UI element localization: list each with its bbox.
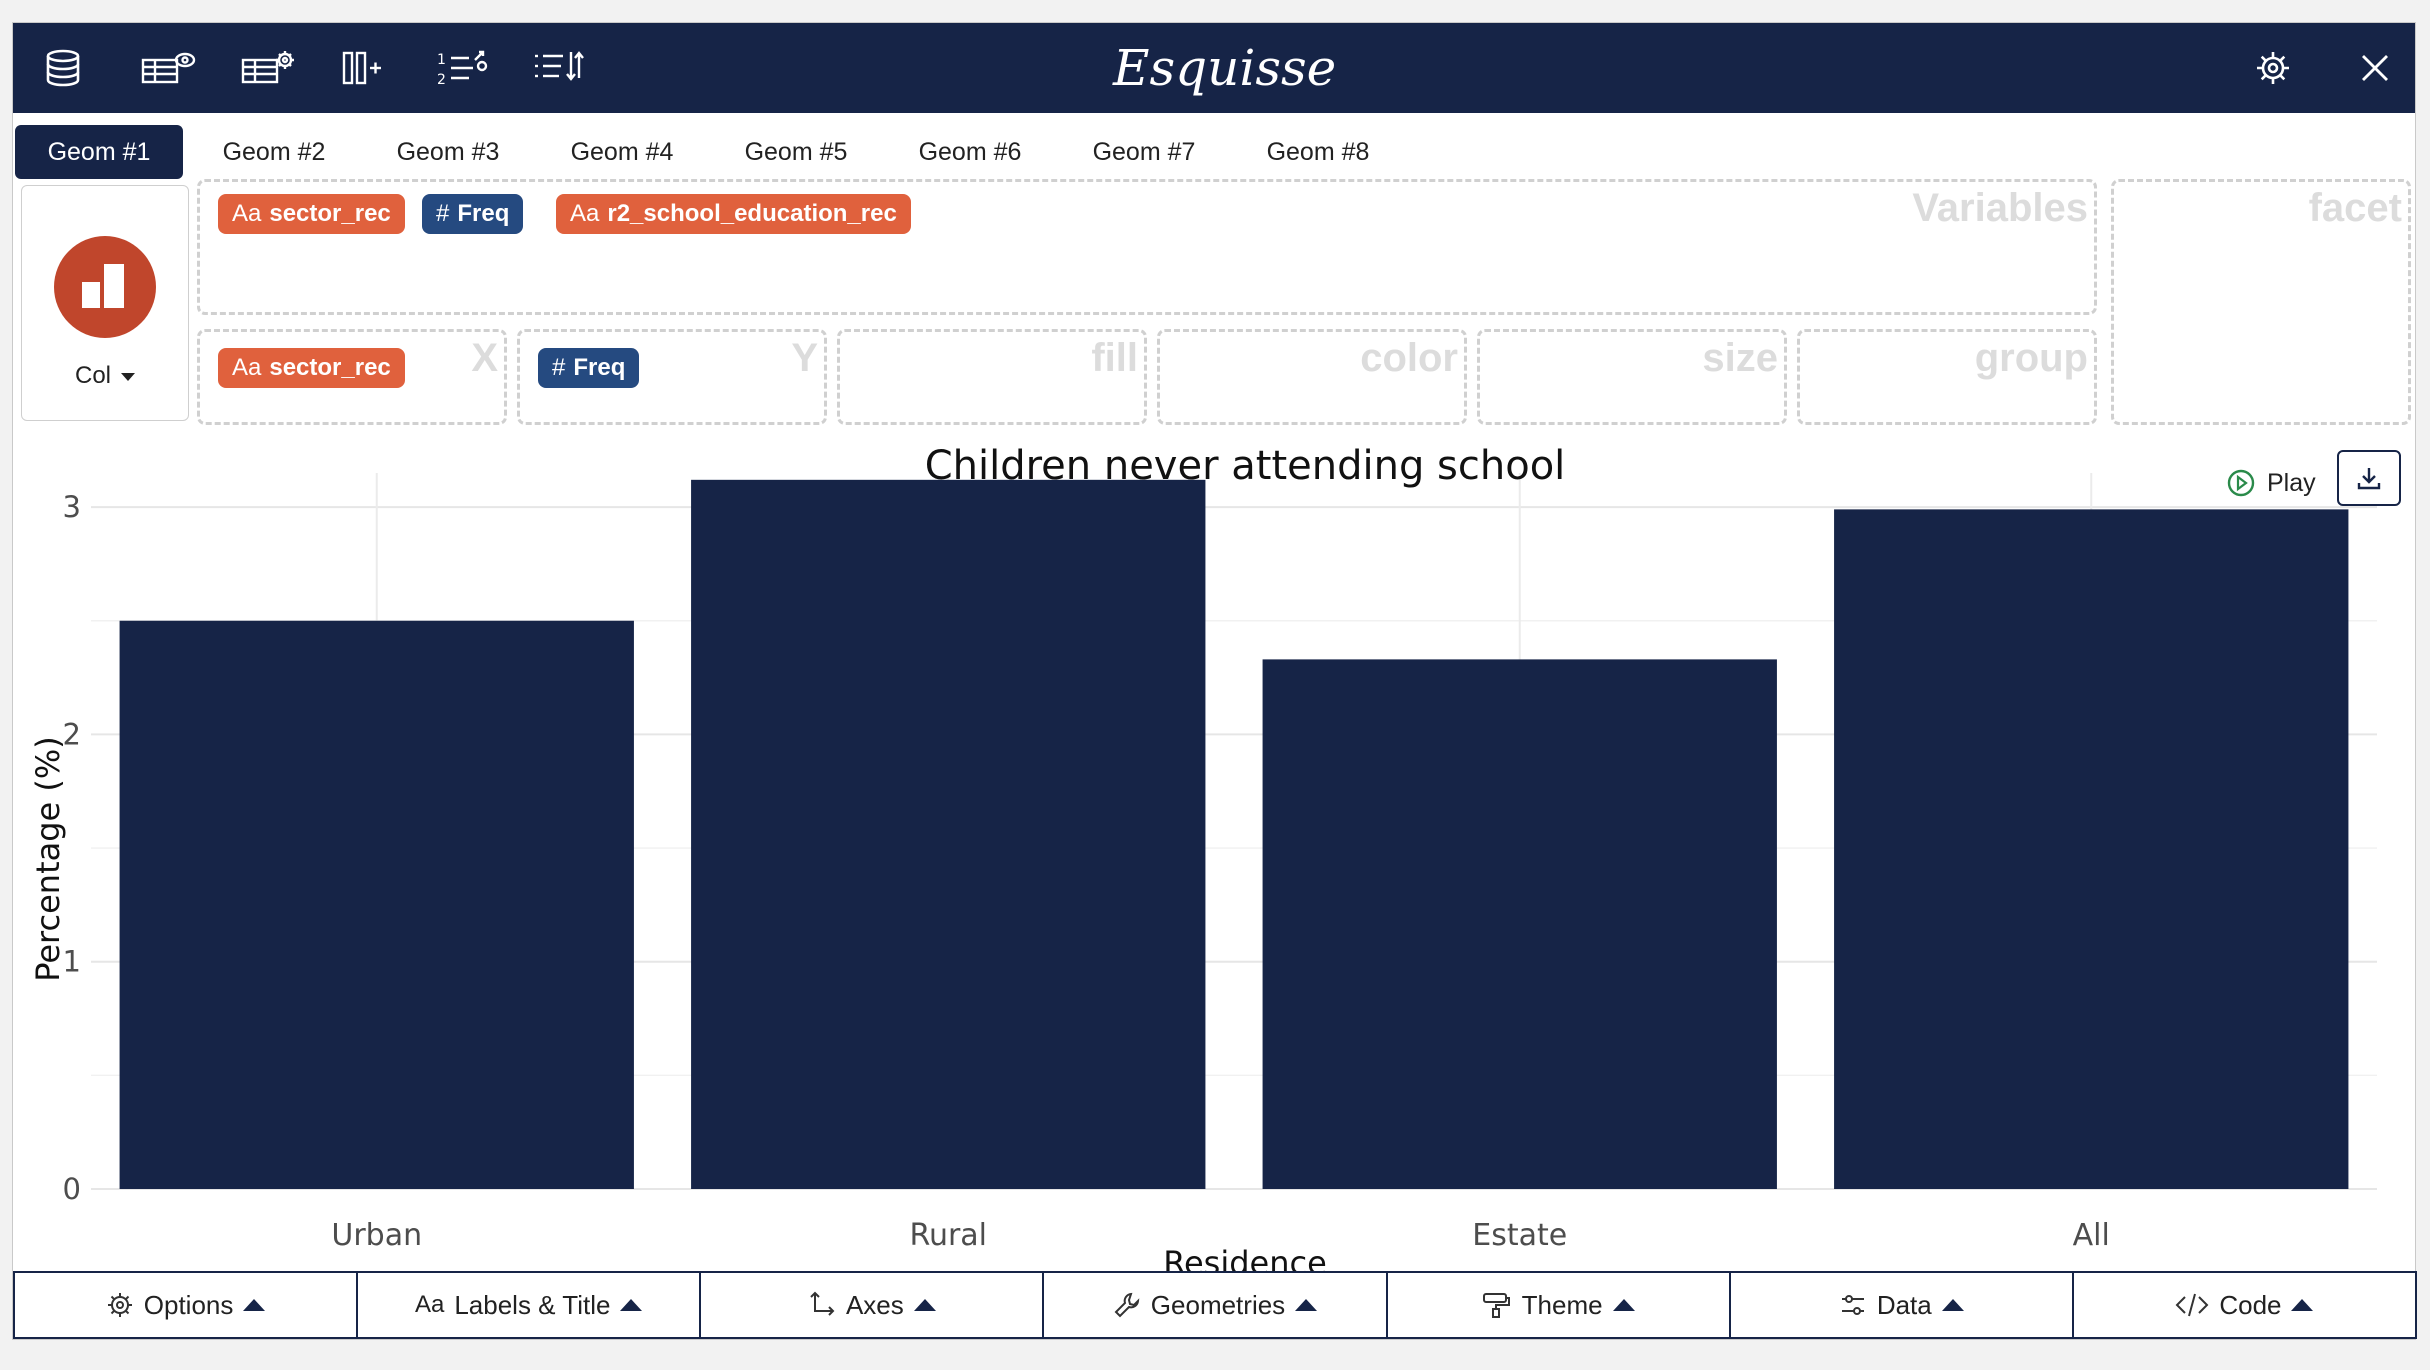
tab-geom-7[interactable]: Geom #7 <box>1092 138 1196 166</box>
tab-geom-2[interactable]: Geom #2 <box>222 138 326 166</box>
numeric-type-icon: # <box>436 200 450 227</box>
bar-all <box>1834 509 2349 1189</box>
x-tick-label: All <box>2073 1218 2110 1253</box>
bar-rural <box>691 479 1206 1189</box>
database-icon[interactable] <box>39 45 87 91</box>
color-zone-label: color <box>1360 336 1458 380</box>
sliders-icon <box>1839 1291 1867 1319</box>
wrench-icon <box>1113 1291 1141 1319</box>
x-badge-sector-rec[interactable]: Aa sector_rec <box>218 348 405 388</box>
svg-text:2: 2 <box>437 72 446 88</box>
group-zone-label: group <box>1974 336 2088 380</box>
caret-up-icon <box>2291 1299 2314 1311</box>
string-type-icon: Aa <box>570 200 600 227</box>
fill-zone-label: fill <box>1091 336 1138 380</box>
tab-geom-1[interactable]: Geom #1 <box>15 125 183 179</box>
settings-gear-icon[interactable] <box>2249 45 2297 91</box>
theme-tab-button[interactable]: Theme <box>1386 1271 1730 1339</box>
chart-bars <box>119 479 2349 1189</box>
caret-up-icon <box>913 1299 936 1311</box>
y-tick-label: 1 <box>63 945 81 979</box>
download-button[interactable] <box>2337 450 2401 506</box>
options-tab-button[interactable]: Options <box>13 1271 358 1339</box>
caret-up-icon <box>243 1299 266 1311</box>
paint-roller-icon <box>1482 1291 1512 1319</box>
bar-chart-icon <box>54 236 156 338</box>
tab-geom-5[interactable]: Geom #5 <box>744 138 848 166</box>
geom-tabs: Geom #1 Geom #2 Geom #3 Geom #4 Geom #5 … <box>13 125 2415 179</box>
numeric-type-icon: # <box>552 354 566 381</box>
facet-zone-label: facet <box>2308 186 2402 230</box>
tab-geom-6[interactable]: Geom #6 <box>918 138 1022 166</box>
caret-up-icon <box>1295 1299 1318 1311</box>
color-dropzone[interactable]: color <box>1157 329 1467 425</box>
bar-chart: 0 1 2 3 Urban Rural Estate All Children never … <box>29 443 2377 1273</box>
add-column-icon[interactable] <box>339 45 387 91</box>
code-icon <box>2175 1291 2209 1319</box>
y-dropzone[interactable]: Y # Freq <box>517 329 827 425</box>
play-button[interactable]: Play <box>2227 463 2316 503</box>
tab-geom-8[interactable]: Geom #8 <box>1266 138 1370 166</box>
bottom-controls: Options Aa Labels & Title Axes Geometrie… <box>13 1271 2417 1339</box>
variables-zone-label: Variables <box>1912 186 2088 230</box>
y-tick-label: 2 <box>63 717 81 751</box>
plot-area: 0 1 2 3 Urban Rural Estate All Children never … <box>13 443 2417 1293</box>
axes-tab-button[interactable]: Axes <box>700 1271 1044 1339</box>
variables-dropzone[interactable]: Variables Aa sector_rec # Freq Aa r2_school… <box>197 179 2097 315</box>
y-badge-freq[interactable]: # Freq <box>538 348 640 388</box>
string-type-icon: Aa <box>232 354 262 381</box>
x-dropzone[interactable]: X Aa sector_rec <box>197 329 507 425</box>
app-title: Esquisse <box>1113 39 1337 97</box>
variable-badge-sector-rec[interactable]: Aa sector_rec <box>218 194 405 234</box>
bar-estate <box>1262 659 1777 1189</box>
x-tick-label: Rural <box>909 1218 987 1253</box>
x-zone-label: X <box>471 336 498 380</box>
caret-down-icon <box>121 372 135 381</box>
geom-selector-button[interactable]: Col <box>21 185 189 421</box>
text-aa-icon: Aa <box>414 1291 445 1318</box>
y-tick-label: 3 <box>63 490 81 524</box>
tab-geom-3[interactable]: Geom #3 <box>396 138 500 166</box>
y-axis-ticks: 0 1 2 3 <box>63 490 81 1206</box>
facet-dropzone[interactable]: facet <box>2111 179 2411 425</box>
y-tick-label: 0 <box>63 1172 81 1206</box>
play-label: Play <box>2267 469 2316 497</box>
y-zone-label: Y <box>791 336 818 380</box>
chart-title: Children never attending school <box>925 443 1566 489</box>
size-dropzone[interactable]: size <box>1477 329 1787 425</box>
x-axis-title: Residence <box>1163 1244 1327 1273</box>
tab-geom-4[interactable]: Geom #4 <box>570 138 674 166</box>
x-tick-label: Urban <box>331 1218 422 1253</box>
table-settings-icon[interactable] <box>239 45 299 91</box>
y-axis-title: Percentage (%) <box>29 736 67 982</box>
x-tick-label: Estate <box>1472 1218 1567 1253</box>
x-axis-ticks: Urban Rural Estate All <box>331 1218 2109 1253</box>
code-tab-button[interactable]: Code <box>2072 1271 2417 1339</box>
geom-selector-label: Col <box>22 362 188 390</box>
caret-up-icon <box>1941 1299 1964 1311</box>
fill-dropzone[interactable]: fill <box>837 329 1147 425</box>
caret-up-icon <box>620 1299 643 1311</box>
svg-text:1: 1 <box>437 52 446 68</box>
group-dropzone[interactable]: group <box>1797 329 2097 425</box>
gear-icon <box>106 1291 134 1319</box>
axes-icon <box>808 1291 836 1319</box>
labels-title-tab-button[interactable]: Aa Labels & Title <box>357 1271 701 1339</box>
download-icon <box>2357 468 2381 490</box>
variable-badge-r2-school-education-rec[interactable]: Aa r2_school_education_rec <box>556 194 911 234</box>
play-circle-icon <box>2227 469 2255 497</box>
size-zone-label: size <box>1702 336 1778 380</box>
geometries-tab-button[interactable]: Geometries <box>1043 1271 1387 1339</box>
sort-list-icon[interactable] <box>529 45 589 91</box>
caret-up-icon <box>1612 1299 1635 1311</box>
close-icon[interactable] <box>2351 45 2399 91</box>
variable-badge-freq[interactable]: # Freq <box>422 194 524 234</box>
string-type-icon: Aa <box>232 200 262 227</box>
bar-urban <box>119 620 634 1189</box>
data-tab-button[interactable]: Data <box>1729 1271 2073 1339</box>
table-view-icon[interactable] <box>139 45 199 91</box>
